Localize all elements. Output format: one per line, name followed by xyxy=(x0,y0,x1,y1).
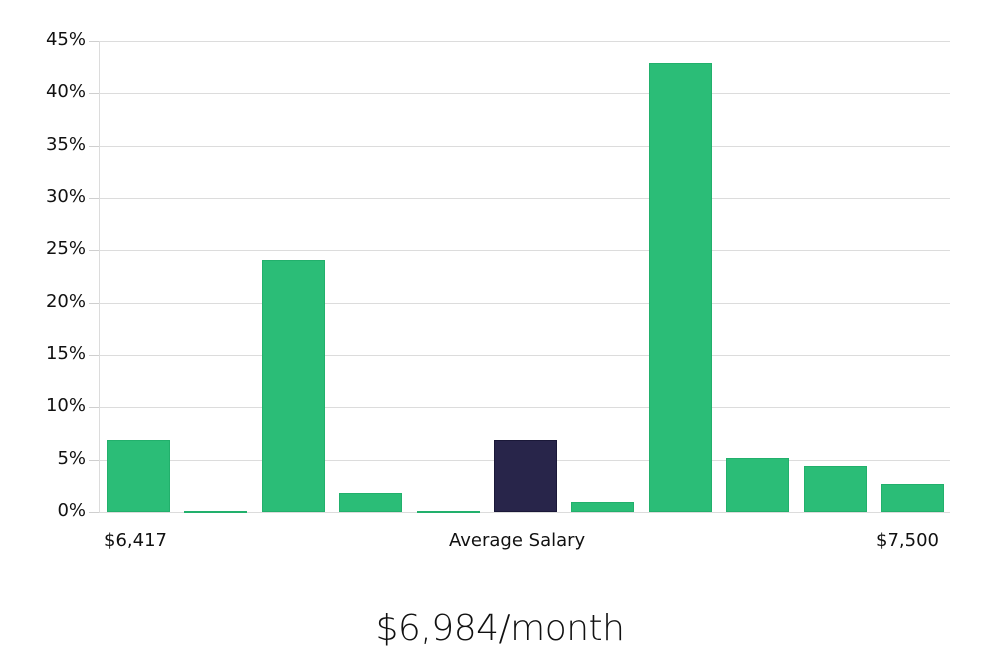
gridline xyxy=(99,146,950,147)
salary-histogram: 0% 5% 10% 15% 20% 25% 30% 35% 40% 45% xyxy=(45,29,950,521)
gridline xyxy=(99,198,950,199)
gridline xyxy=(99,93,950,94)
x-min-label: $6,417 xyxy=(104,530,167,551)
y-tick-mark xyxy=(89,303,99,304)
y-tick-mark xyxy=(89,460,99,461)
y-tick-mark xyxy=(89,41,99,42)
y-tick-label: 35% xyxy=(45,134,86,155)
gridline xyxy=(99,303,950,304)
gridline xyxy=(99,250,950,251)
bar xyxy=(803,465,867,512)
bar xyxy=(648,62,712,512)
y-tick-label: 40% xyxy=(45,81,86,102)
y-tick-mark xyxy=(89,512,99,513)
x-max-label: $7,500 xyxy=(876,530,939,551)
x-axis-line xyxy=(99,512,950,513)
gridline xyxy=(99,355,950,356)
gridline xyxy=(99,407,950,408)
bar xyxy=(261,259,325,512)
y-axis-line xyxy=(99,41,100,512)
y-tick-label: 10% xyxy=(45,395,86,416)
bar xyxy=(184,510,248,513)
bar xyxy=(107,439,170,512)
y-tick-label: 25% xyxy=(45,238,86,259)
bar xyxy=(726,457,790,512)
y-tick-label: 30% xyxy=(45,186,86,207)
bar-average-highlight xyxy=(494,439,557,512)
y-tick-label: 5% xyxy=(57,448,86,469)
y-tick-mark xyxy=(89,355,99,356)
y-tick-mark xyxy=(89,146,99,147)
y-tick-label: 0% xyxy=(57,500,86,521)
bar xyxy=(339,493,403,512)
y-tick-label: 20% xyxy=(45,291,86,312)
bar xyxy=(881,483,944,512)
y-tick-mark xyxy=(89,93,99,94)
bar xyxy=(571,501,635,512)
y-tick-label: 15% xyxy=(45,343,86,364)
x-center-label: Average Salary xyxy=(449,530,586,551)
y-tick-label: 45% xyxy=(45,29,86,50)
gridline xyxy=(99,41,950,42)
y-tick-mark xyxy=(89,250,99,251)
y-tick-mark xyxy=(89,407,99,408)
bar xyxy=(416,510,480,513)
chart-title: $6,984/month xyxy=(375,608,625,649)
y-tick-mark xyxy=(89,198,99,199)
